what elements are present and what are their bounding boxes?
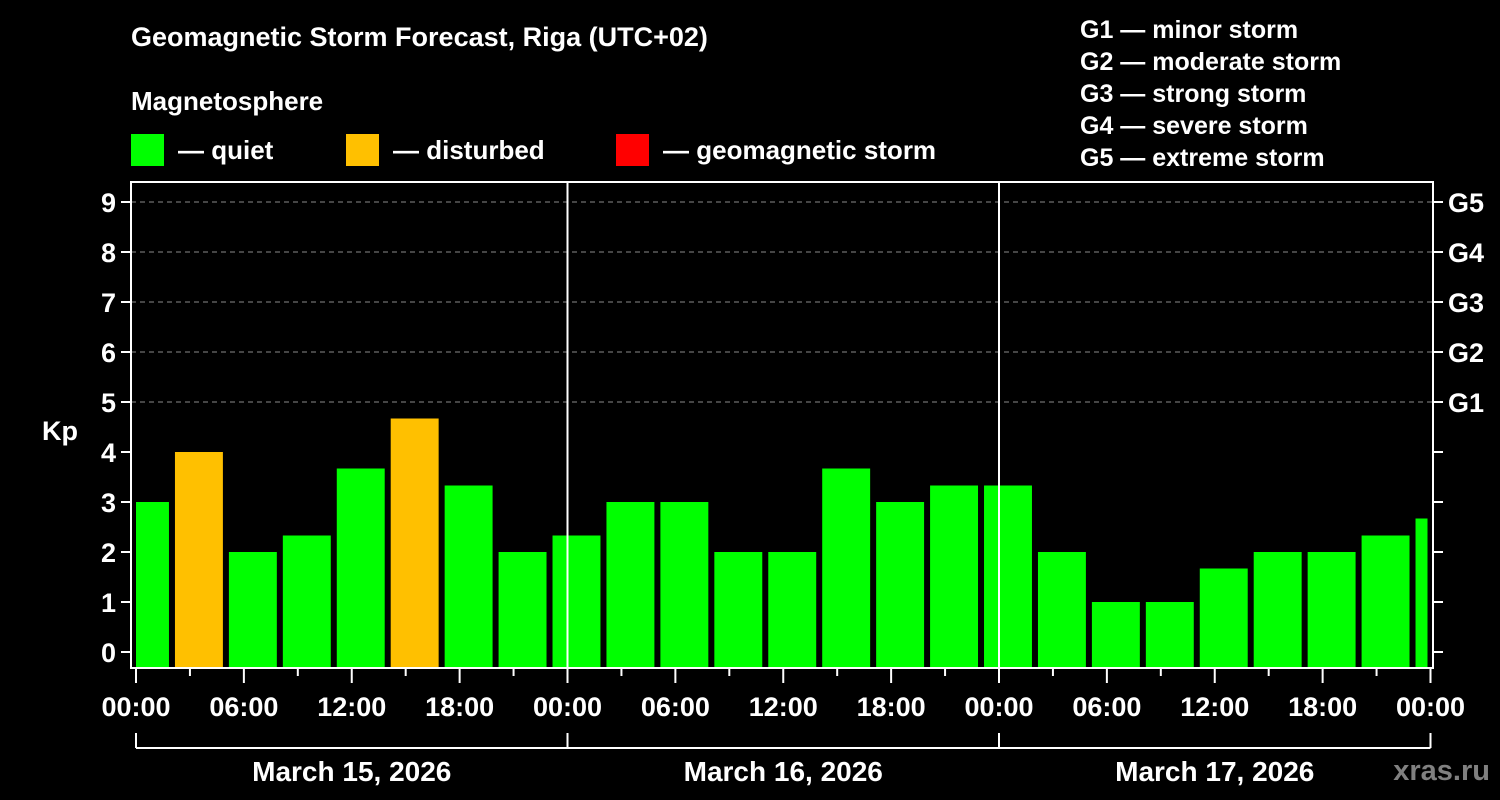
kp-bar xyxy=(606,502,655,668)
y-tick-label: 6 xyxy=(101,338,116,368)
x-tick-label: 12:00 xyxy=(749,692,818,722)
g-scale-item: G4 — severe storm xyxy=(1080,112,1308,140)
kp-bar xyxy=(1037,552,1086,668)
x-tick-label: 18:00 xyxy=(425,692,494,722)
watermark: xras.ru xyxy=(1393,755,1490,787)
y-tick-label: 8 xyxy=(101,238,116,268)
g-level-label: G5 xyxy=(1448,188,1484,218)
kp-bar xyxy=(876,502,925,668)
legend-label: — disturbed xyxy=(393,134,545,165)
day-label: March 16, 2026 xyxy=(684,756,883,787)
y-tick-label: 1 xyxy=(101,588,116,618)
x-tick-label: 00:00 xyxy=(1396,692,1465,722)
g-level-label: G3 xyxy=(1448,288,1484,318)
g-level-label: G4 xyxy=(1448,238,1484,268)
legend-item-storm: — geomagnetic storm xyxy=(616,134,936,166)
g-scale-item: G2 — moderate storm xyxy=(1080,48,1342,76)
chart-title: Geomagnetic Storm Forecast, Riga (UTC+02… xyxy=(131,22,708,52)
legend-item-disturbed: — disturbed xyxy=(346,134,545,166)
g-scale-item: G5 — extreme storm xyxy=(1080,144,1325,172)
y-tick-label: 9 xyxy=(101,188,116,218)
legend-label: — quiet xyxy=(178,134,274,165)
y-tick-label: 3 xyxy=(101,488,116,518)
quiet-swatch xyxy=(131,134,164,166)
kp-bar xyxy=(336,468,385,668)
x-tick-label: 00:00 xyxy=(964,692,1033,722)
g-level-label: G2 xyxy=(1448,338,1484,368)
x-tick-label: 00:00 xyxy=(533,692,602,722)
kp-bar xyxy=(660,502,709,668)
kp-bar xyxy=(984,485,1032,668)
kp-bar xyxy=(1307,552,1356,668)
legend-label: — geomagnetic storm xyxy=(663,134,937,165)
g-scale-legend: G1 — minor storm G2 — moderate storm G3 … xyxy=(1080,14,1341,174)
kp-bar xyxy=(174,452,223,668)
kp-bar xyxy=(768,552,817,668)
x-tick-label: 18:00 xyxy=(857,692,926,722)
x-tick-label: 06:00 xyxy=(1072,692,1141,722)
kp-bar xyxy=(444,485,493,668)
day-label: March 15, 2026 xyxy=(252,756,451,787)
kp-bar xyxy=(1361,535,1410,668)
g-scale-item: G3 — strong storm xyxy=(1080,80,1307,108)
kp-bar xyxy=(1253,552,1302,668)
x-tick-label: 06:00 xyxy=(209,692,278,722)
kp-bar xyxy=(228,552,277,668)
day-label: March 17, 2026 xyxy=(1115,756,1314,787)
disturbed-swatch xyxy=(346,134,379,166)
kp-bar xyxy=(930,485,979,668)
legend-heading: Magnetosphere xyxy=(131,86,324,116)
y-tick-label: 0 xyxy=(101,638,116,668)
kp-bar xyxy=(390,418,439,668)
kp-bar xyxy=(1199,568,1248,668)
legend-item-quiet: — quiet xyxy=(131,134,273,166)
x-tick-label: 00:00 xyxy=(101,692,170,722)
storm-swatch xyxy=(616,134,649,166)
g-level-label: G1 xyxy=(1448,388,1484,418)
y-tick-label: 4 xyxy=(101,438,116,468)
x-tick-label: 06:00 xyxy=(641,692,710,722)
y-tick-label: 2 xyxy=(101,538,116,568)
kp-bar xyxy=(552,535,601,668)
kp-bar xyxy=(714,552,763,668)
y-axis-label: Kp xyxy=(42,416,78,446)
kp-bar xyxy=(136,502,169,668)
x-tick-label: 12:00 xyxy=(317,692,386,722)
kp-bar xyxy=(282,535,331,668)
y-tick-label: 5 xyxy=(101,388,116,418)
x-tick-label: 18:00 xyxy=(1288,692,1357,722)
kp-bar xyxy=(822,468,871,668)
kp-bar xyxy=(1415,518,1428,668)
plot-frame xyxy=(130,181,1434,669)
g-scale-item: G1 — minor storm xyxy=(1080,16,1299,44)
kp-bar xyxy=(1145,602,1194,668)
kp-bar xyxy=(498,552,547,668)
x-tick-label: 12:00 xyxy=(1180,692,1249,722)
kp-bar xyxy=(1091,602,1140,668)
y-tick-label: 7 xyxy=(101,288,116,318)
